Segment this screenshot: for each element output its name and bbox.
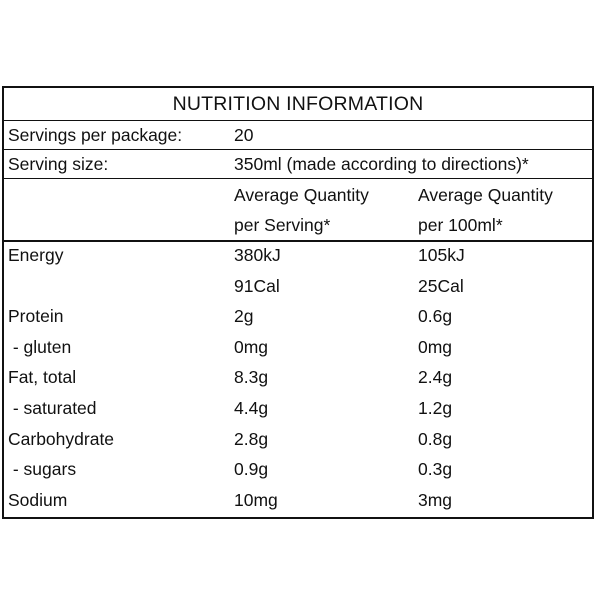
servings-label: Servings per package: xyxy=(8,125,183,145)
per-100ml-value: 2.4g xyxy=(418,367,453,388)
table-row: - saturated 4.4g 1.2g xyxy=(4,397,592,427)
serving-size-label: Serving size: xyxy=(8,154,109,174)
nutrient-label: Fat, total xyxy=(8,367,77,388)
per-100ml-value: 1.2g xyxy=(418,398,453,418)
divider xyxy=(4,120,592,121)
per-serving-value: 0.9g xyxy=(234,459,269,480)
per-100ml-value: 0.3g xyxy=(418,459,453,480)
divider xyxy=(4,149,592,150)
per-100ml-value: 0.8g xyxy=(418,428,453,449)
nutrition-panel: NUTRITION INFORMATION Servings per packa… xyxy=(2,86,594,519)
serving-size-value: 350ml (made according to directions)* xyxy=(234,154,529,174)
panel-title: NUTRITION INFORMATION xyxy=(172,93,424,115)
per-serving-value: 2g xyxy=(234,306,254,327)
per-100ml-value: 0.6g xyxy=(418,306,453,327)
divider xyxy=(4,178,592,179)
servings-value: 20 xyxy=(234,125,254,145)
per-serving-value: 91Cal xyxy=(234,275,280,296)
nutrient-label: Carbohydrate xyxy=(8,428,115,449)
per-serving-value: 0mg xyxy=(234,336,269,357)
table-row: Energy 380kJ 105kJ xyxy=(4,244,592,274)
per-100ml-value: 105kJ xyxy=(418,245,465,265)
table-row: - gluten 0mg 0mg xyxy=(4,336,592,366)
per-serving-value: 2.8g xyxy=(234,428,269,449)
per-serving-value: 380kJ xyxy=(234,245,281,265)
table-row: Carbohydrate 2.8g 0.8g xyxy=(4,428,592,458)
nutrient-label: - saturated xyxy=(8,398,97,418)
nutrient-label: - gluten xyxy=(8,336,72,357)
table-row: Protein 2g 0.6g xyxy=(4,305,592,335)
table-row: 91Cal 25Cal xyxy=(4,275,592,305)
per-100ml-value: 25Cal xyxy=(418,275,464,296)
nutrient-label: Sodium xyxy=(8,489,68,510)
per-serving-header-line-1: Average Quantity xyxy=(234,185,369,205)
per-100ml-value: 3mg xyxy=(418,489,453,510)
per-serving-value: 8.3g xyxy=(234,367,269,388)
per-100ml-header-line-2: per 100ml* xyxy=(418,215,503,235)
table-row: Sodium 10mg 3mg xyxy=(4,489,592,519)
per-serving-value: 4.4g xyxy=(234,398,269,418)
per-serving-value: 10mg xyxy=(234,489,278,510)
header-divider xyxy=(4,240,592,242)
nutrient-label: Protein xyxy=(8,306,64,327)
table-row: Fat, total 8.3g 2.4g xyxy=(4,366,592,396)
per-100ml-header-line-1: Average Quantity xyxy=(418,185,553,205)
nutrient-label: - sugars xyxy=(8,459,77,480)
nutrient-label: Energy xyxy=(8,245,64,265)
per-serving-header-line-2: per Serving* xyxy=(234,215,331,235)
per-100ml-value: 0mg xyxy=(418,336,453,357)
table-row: - sugars 0.9g 0.3g xyxy=(4,458,592,488)
